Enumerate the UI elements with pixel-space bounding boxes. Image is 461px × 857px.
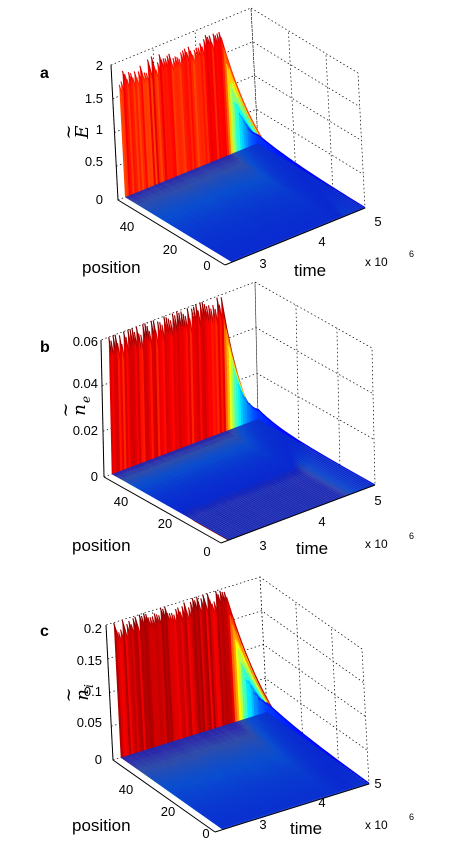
time-multiplier: x 10 bbox=[365, 537, 388, 551]
surface-patch bbox=[262, 138, 267, 149]
z-tick-label: 0.06 bbox=[73, 334, 98, 349]
surface bbox=[118, 31, 366, 263]
position-tick-label: 40 bbox=[114, 494, 128, 509]
z-axis-label-subscript: e bbox=[79, 396, 93, 403]
time-multiplier: x 10 bbox=[365, 255, 388, 269]
side-wall-grid bbox=[250, 7, 366, 209]
y-gridline bbox=[295, 305, 300, 443]
surface-patch bbox=[275, 148, 281, 157]
z-axis-label-tilde: ~ bbox=[58, 124, 79, 139]
z-tick-label: 0.5 bbox=[85, 154, 103, 169]
position-tick-label: 20 bbox=[158, 516, 172, 531]
z-tick-label: 2 bbox=[96, 58, 103, 73]
z-gridline bbox=[107, 610, 364, 684]
position-tick-label: 0 bbox=[203, 258, 210, 273]
panel-letter: a bbox=[40, 65, 49, 82]
surface-patch bbox=[266, 141, 272, 152]
position-tick-label: 0 bbox=[203, 544, 210, 559]
z-tick-label: 1.5 bbox=[85, 91, 103, 106]
z-axis-label-symbol: n bbox=[69, 404, 90, 416]
y-gridline bbox=[325, 53, 334, 189]
position-tick-label: 40 bbox=[120, 219, 134, 234]
surface-patch bbox=[271, 145, 276, 154]
z-tick-label: 0.04 bbox=[73, 376, 98, 391]
time-tick-label: 3 bbox=[259, 538, 266, 553]
position-axis-line bbox=[117, 199, 226, 266]
y-gridline bbox=[331, 627, 339, 763]
z-gridline bbox=[109, 644, 366, 717]
time-tick-label: 5 bbox=[374, 214, 381, 229]
position-axis-line bbox=[103, 476, 222, 544]
z-axis-line bbox=[100, 339, 105, 478]
z-tick-label: 0.02 bbox=[73, 423, 98, 438]
z-gridline bbox=[101, 327, 374, 394]
position-axis-label: position bbox=[82, 258, 141, 277]
chart-panel-b: 0 0.02 0.04 0.06 0 20 40 3 4 5 position time x 10 6 b n… bbox=[40, 281, 414, 559]
time-axis-line bbox=[224, 207, 366, 266]
z-gridline bbox=[102, 372, 375, 440]
y-gridline bbox=[336, 328, 341, 466]
time-axis-label: time bbox=[296, 539, 328, 558]
time-multiplier-exponent: 6 bbox=[409, 249, 414, 259]
surface bbox=[113, 590, 370, 830]
z-gridline bbox=[111, 677, 368, 751]
surface-ridge bbox=[257, 133, 366, 209]
surface bbox=[108, 297, 376, 541]
position-axis-label: position bbox=[72, 536, 131, 555]
side-wall-grid bbox=[259, 576, 370, 785]
z-tick-label: 0 bbox=[91, 469, 98, 484]
z-tick-label: 0 bbox=[96, 192, 103, 207]
time-tick-label: 4 bbox=[318, 514, 325, 529]
surface-patch bbox=[257, 134, 263, 146]
surface-patch bbox=[277, 426, 283, 433]
z-axis-label: n~e bbox=[55, 396, 93, 418]
time-axis-line bbox=[220, 484, 376, 544]
surface-patch bbox=[284, 155, 290, 162]
time-tick-label: 5 bbox=[374, 493, 381, 508]
y-gridline bbox=[288, 30, 296, 166]
time-axis-label: time bbox=[294, 261, 326, 280]
z-axis-label-symbol: E bbox=[72, 125, 93, 139]
surface-patch bbox=[257, 409, 263, 422]
position-tick-label: 20 bbox=[163, 242, 177, 257]
z-axis-line bbox=[110, 64, 119, 201]
z-tick-label: 1 bbox=[96, 122, 103, 137]
y-gridline bbox=[295, 602, 304, 738]
surface-patch bbox=[272, 422, 278, 430]
time-multiplier-exponent: 6 bbox=[409, 531, 414, 541]
panel-letter: b bbox=[40, 339, 50, 356]
time-tick-label: 3 bbox=[259, 256, 266, 271]
time-tick-label: 4 bbox=[318, 234, 325, 249]
z-axis-label: E~ bbox=[58, 124, 93, 139]
surface-patch bbox=[267, 418, 273, 428]
surface-patch bbox=[280, 152, 285, 160]
surface-floor bbox=[111, 419, 375, 541]
x-gridline bbox=[194, 30, 203, 166]
surface-patch bbox=[262, 413, 268, 425]
z-axis-label-tilde: ~ bbox=[55, 402, 76, 417]
